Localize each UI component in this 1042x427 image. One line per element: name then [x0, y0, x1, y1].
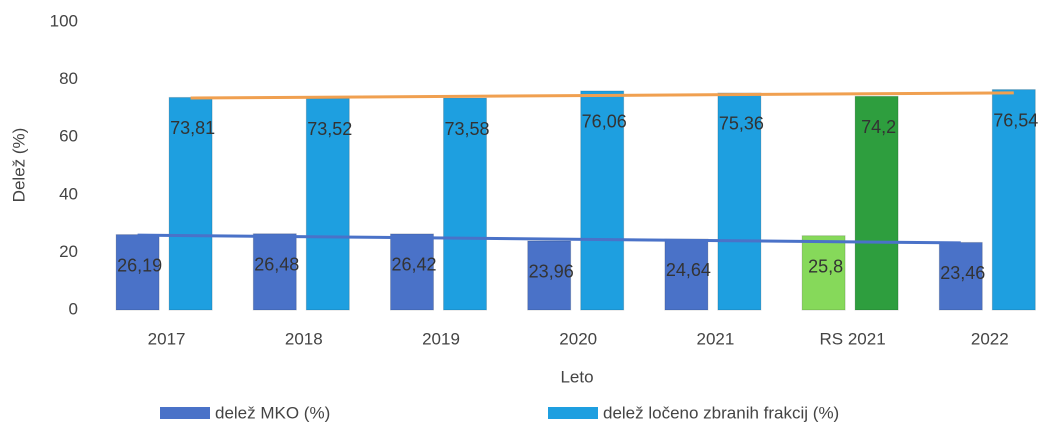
x-tick-label: 2021: [696, 329, 734, 348]
trendline: [190, 91, 1014, 100]
bar: [938, 241, 983, 311]
bar: [664, 238, 709, 311]
value-label: 26,19: [117, 255, 162, 275]
y-axis-label: Delež (%): [9, 128, 28, 203]
value-label: 73,58: [444, 119, 489, 139]
bar: [717, 92, 762, 311]
legend-swatch: [548, 407, 598, 419]
bar: [527, 240, 572, 311]
x-tick-label: 2022: [971, 329, 1009, 348]
x-tick-label: RS 2021: [820, 329, 886, 348]
x-axis-label: Leto: [560, 367, 593, 386]
y-tick-label: 0: [69, 299, 78, 318]
value-label: 25,8: [808, 256, 843, 276]
y-tick-label: 80: [59, 69, 78, 88]
x-tick-label: 2017: [148, 329, 186, 348]
value-label: 76,06: [582, 112, 627, 132]
y-tick-label: 100: [50, 11, 78, 30]
value-label: 26,42: [391, 255, 436, 275]
legend-swatch: [160, 407, 210, 419]
bar: [390, 233, 434, 311]
bar: [115, 234, 160, 311]
value-label: 23,96: [529, 262, 574, 282]
y-tick-label: 60: [59, 127, 78, 146]
bar: [168, 96, 213, 311]
x-tick-label: 2018: [285, 329, 323, 348]
value-label: 26,48: [254, 254, 299, 274]
x-tick-label: 2019: [422, 329, 460, 348]
bar: [443, 97, 487, 311]
value-label: 74,2: [861, 117, 896, 137]
bar: [580, 90, 625, 311]
bar: [991, 89, 1036, 311]
x-tick-label: 2020: [559, 329, 597, 348]
bar: [801, 235, 846, 311]
y-tick-label: 40: [59, 184, 78, 203]
value-label: 73,52: [307, 119, 352, 139]
y-tick-label: 20: [59, 242, 78, 261]
bar: [305, 97, 350, 311]
trendline: [137, 233, 961, 245]
value-label: 76,54: [993, 110, 1038, 130]
bar: [252, 233, 297, 311]
value-label: 23,46: [940, 263, 985, 283]
value-label: 73,81: [170, 118, 215, 138]
value-label: 75,36: [719, 114, 764, 134]
legend-label: delež ločeno zbranih frakcij (%): [603, 403, 839, 422]
value-label: 24,64: [666, 260, 711, 280]
bar: [854, 95, 899, 311]
legend-label: delež MKO (%): [215, 403, 330, 422]
